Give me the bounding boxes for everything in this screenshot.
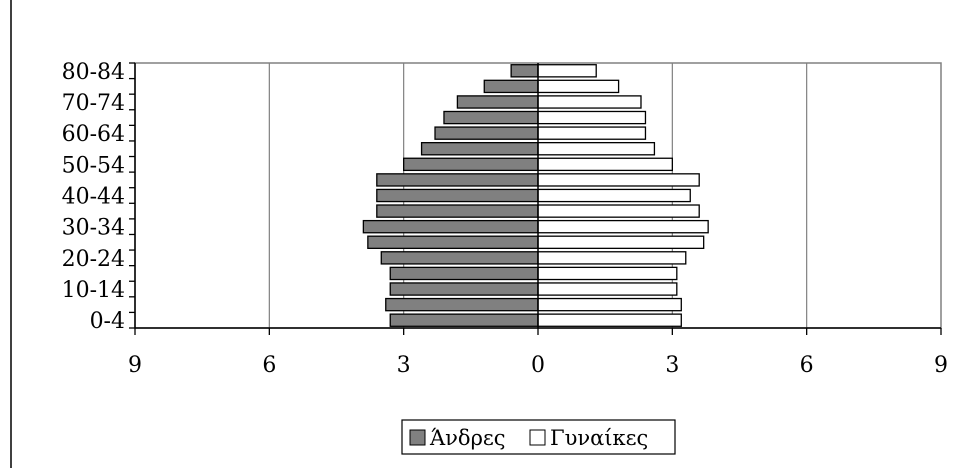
bar-women-15-19 xyxy=(537,266,678,281)
bar-women-0-4 xyxy=(537,313,682,327)
bar-men-15-19 xyxy=(389,266,539,281)
y-tick-label: 60-64 xyxy=(62,122,125,147)
x-axis: 9 6 3 0 3 6 9 xyxy=(128,327,948,378)
bar-women-70-74 xyxy=(537,95,642,109)
y-tick-label: 10-14 xyxy=(62,278,125,303)
bar-women-10-14 xyxy=(537,282,678,296)
x-tick-label: 3 xyxy=(397,353,411,378)
bar-men-10-14 xyxy=(389,282,539,296)
bar-men-60-64 xyxy=(434,126,539,140)
bar-women-55-59 xyxy=(537,142,656,156)
bar-women-80-84 xyxy=(537,64,597,78)
bar-men-35-39 xyxy=(376,204,539,218)
bar-women-60-64 xyxy=(537,126,647,140)
x-tick-label: 6 xyxy=(262,353,276,378)
y-tick-label: 30-34 xyxy=(62,216,125,241)
y-axis: 0-4 10-14 20-24 30-34 40-44 50-54 60-64 70-74 80… xyxy=(62,60,539,334)
bar-men-25-29 xyxy=(367,235,539,249)
bar-men-65-69 xyxy=(443,110,539,125)
bar-men-30-34 xyxy=(362,219,539,234)
bar-women-20-24 xyxy=(537,251,687,265)
x-tick-label: 3 xyxy=(665,353,679,378)
legend-label-men: Άνδρες xyxy=(429,426,506,450)
bar-men-40-44 xyxy=(376,188,539,203)
bar-women-50-54 xyxy=(537,157,673,172)
bar-men-50-54 xyxy=(403,157,539,172)
legend-swatch-men xyxy=(409,429,426,446)
bars xyxy=(362,64,709,327)
bar-women-65-69 xyxy=(537,110,647,125)
bar-men-45-49 xyxy=(376,173,539,187)
bar-women-35-39 xyxy=(537,204,700,218)
bar-women-40-44 xyxy=(537,188,691,203)
bar-men-20-24 xyxy=(380,251,539,265)
legend-swatch-women xyxy=(529,429,546,446)
legend-label-women: Γυναίκες xyxy=(550,426,648,450)
bar-women-30-34 xyxy=(537,219,709,234)
bar-men-80-84 xyxy=(510,64,539,78)
legend: Άνδρες Γυναίκες xyxy=(401,419,676,455)
y-tick-label: 50-54 xyxy=(62,153,125,178)
bar-men-70-74 xyxy=(456,95,539,109)
y-tick-label: 0-4 xyxy=(90,309,125,334)
bar-men-5-9 xyxy=(385,297,539,312)
bar-men-55-59 xyxy=(420,142,539,156)
x-tick-label: 0 xyxy=(531,353,545,378)
x-tick-label: 9 xyxy=(934,353,948,378)
bar-women-25-29 xyxy=(537,235,705,249)
x-tick-label: 9 xyxy=(128,353,142,378)
y-tick-label: 70-74 xyxy=(62,91,125,116)
y-tick-label: 80-84 xyxy=(62,60,125,85)
bar-women-5-9 xyxy=(537,297,682,312)
bar-men-0-4 xyxy=(389,313,539,327)
y-tick-label: 40-44 xyxy=(62,185,125,210)
bar-women-45-49 xyxy=(537,173,700,187)
y-tick-label: 20-24 xyxy=(62,247,125,272)
bar-men-75-79 xyxy=(483,79,539,94)
x-tick-label: 6 xyxy=(800,353,814,378)
bar-women-75-79 xyxy=(537,79,620,94)
